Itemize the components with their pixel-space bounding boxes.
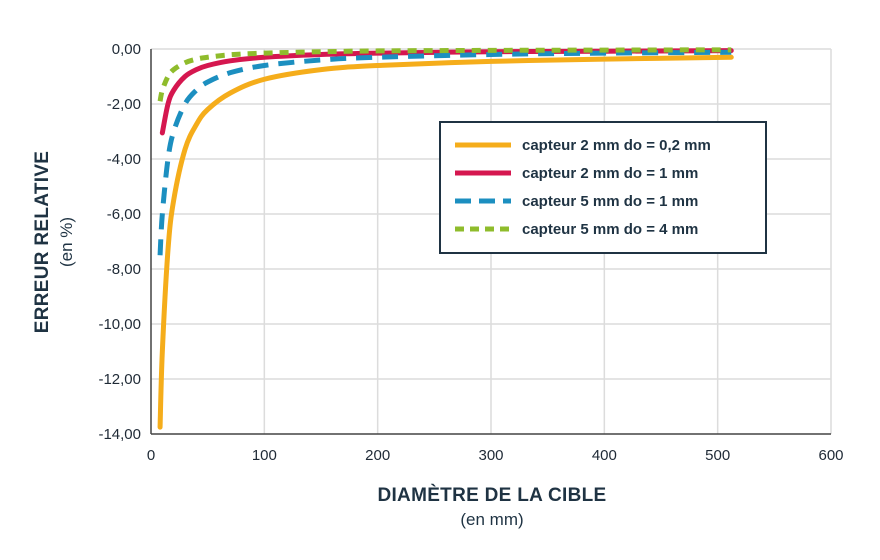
- x-tick-label: 200: [365, 447, 390, 464]
- x-tick-label: 500: [705, 447, 730, 464]
- axes: 0,00 -2,00 -4,00 -6,00 -8,00 -10,00 -12,00 -14,…: [98, 41, 843, 464]
- y-tick-label: 0,00: [112, 41, 141, 58]
- x-axis-unit: (en mm): [460, 510, 523, 529]
- y-tick-label: -2,00: [107, 96, 141, 113]
- y-axis-unit: (en %): [57, 217, 76, 267]
- legend-label-3: capteur 5 mm do = 1 mm: [522, 193, 698, 210]
- x-tick-label: 400: [592, 447, 617, 464]
- legend-label-2: capteur 2 mm do = 1 mm: [522, 165, 698, 182]
- series-line-3: [157, 49, 732, 256]
- legend-label-4: capteur 5 mm do = 4 mm: [522, 221, 698, 238]
- y-tick-label: -6,00: [107, 206, 141, 223]
- y-axis-title: ERREUR RELATIVE: [32, 151, 53, 334]
- legend-label-1: capteur 2 mm do = 0,2 mm: [522, 137, 711, 154]
- legend: capteur 2 mm do = 0,2 mm capteur 2 mm do …: [439, 121, 767, 254]
- x-tick-label: 600: [818, 447, 843, 464]
- y-tick-label: -10,00: [98, 316, 141, 333]
- y-tick-label: -8,00: [107, 261, 141, 278]
- series-lines: [157, 47, 734, 430]
- y-tick-label: -14,00: [98, 426, 141, 443]
- x-tick-label: 300: [478, 447, 503, 464]
- y-tick-label: -12,00: [98, 371, 141, 388]
- x-tick-label: 100: [252, 447, 277, 464]
- series-line-1: [157, 54, 734, 430]
- y-tick-label: -4,00: [107, 151, 141, 168]
- grid-lines: [151, 48, 832, 434]
- series-line-2: [159, 48, 734, 136]
- x-tick-label: 0: [147, 447, 155, 464]
- x-axis-title: DIAMÈTRE DE LA CIBLE: [377, 484, 606, 506]
